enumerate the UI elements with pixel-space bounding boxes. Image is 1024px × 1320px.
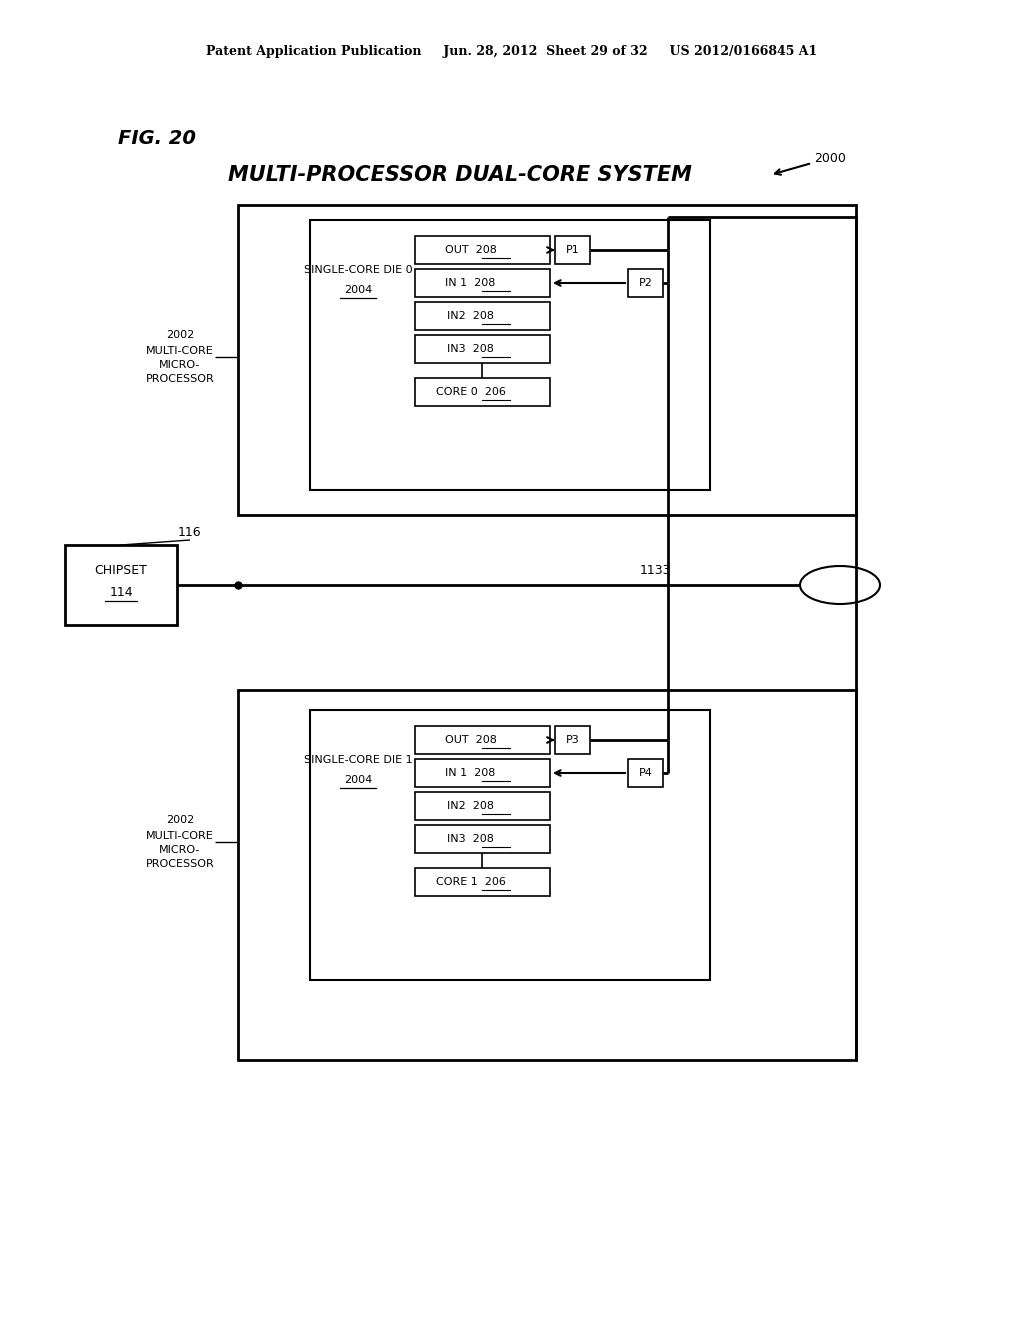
Text: 2004: 2004 (344, 775, 372, 785)
Text: 1133: 1133 (640, 564, 672, 577)
Text: CORE 0  206: CORE 0 206 (435, 387, 506, 397)
Text: P3: P3 (565, 735, 580, 744)
Text: MICRO-: MICRO- (160, 360, 201, 370)
Text: MULTI-CORE: MULTI-CORE (146, 346, 214, 356)
Text: OUT  208: OUT 208 (444, 735, 497, 744)
Text: 114: 114 (110, 586, 133, 599)
Text: P2: P2 (639, 279, 652, 288)
Text: PROCESSOR: PROCESSOR (145, 859, 214, 869)
Text: MULTI-PROCESSOR DUAL-CORE SYSTEM: MULTI-PROCESSOR DUAL-CORE SYSTEM (228, 165, 692, 185)
Text: 2002: 2002 (166, 814, 195, 825)
Text: MICRO-: MICRO- (160, 845, 201, 855)
Text: P1: P1 (565, 246, 580, 255)
Text: SINGLE-CORE DIE 1: SINGLE-CORE DIE 1 (304, 755, 413, 766)
Text: IN 1  208: IN 1 208 (445, 279, 496, 288)
Text: Patent Application Publication     Jun. 28, 2012  Sheet 29 of 32     US 2012/016: Patent Application Publication Jun. 28, … (207, 45, 817, 58)
Text: SINGLE-CORE DIE 0: SINGLE-CORE DIE 0 (304, 265, 413, 275)
Text: CHIPSET: CHIPSET (94, 565, 147, 578)
Text: FIG. 20: FIG. 20 (118, 128, 196, 148)
Text: IN2  208: IN2 208 (447, 801, 494, 810)
Text: IN 1  208: IN 1 208 (445, 768, 496, 777)
Text: P4: P4 (639, 768, 652, 777)
Text: 2000: 2000 (814, 152, 846, 165)
Text: MULTI-CORE: MULTI-CORE (146, 832, 214, 841)
Text: IN2  208: IN2 208 (447, 312, 494, 321)
Text: IN3  208: IN3 208 (447, 345, 494, 354)
Text: CORE 1  206: CORE 1 206 (435, 876, 506, 887)
Text: 116: 116 (178, 527, 202, 540)
Text: 2002: 2002 (166, 330, 195, 341)
Text: IN3  208: IN3 208 (447, 834, 494, 843)
Text: PROCESSOR: PROCESSOR (145, 374, 214, 384)
Text: 2004: 2004 (344, 285, 372, 294)
Text: OUT  208: OUT 208 (444, 246, 497, 255)
Ellipse shape (800, 566, 880, 605)
